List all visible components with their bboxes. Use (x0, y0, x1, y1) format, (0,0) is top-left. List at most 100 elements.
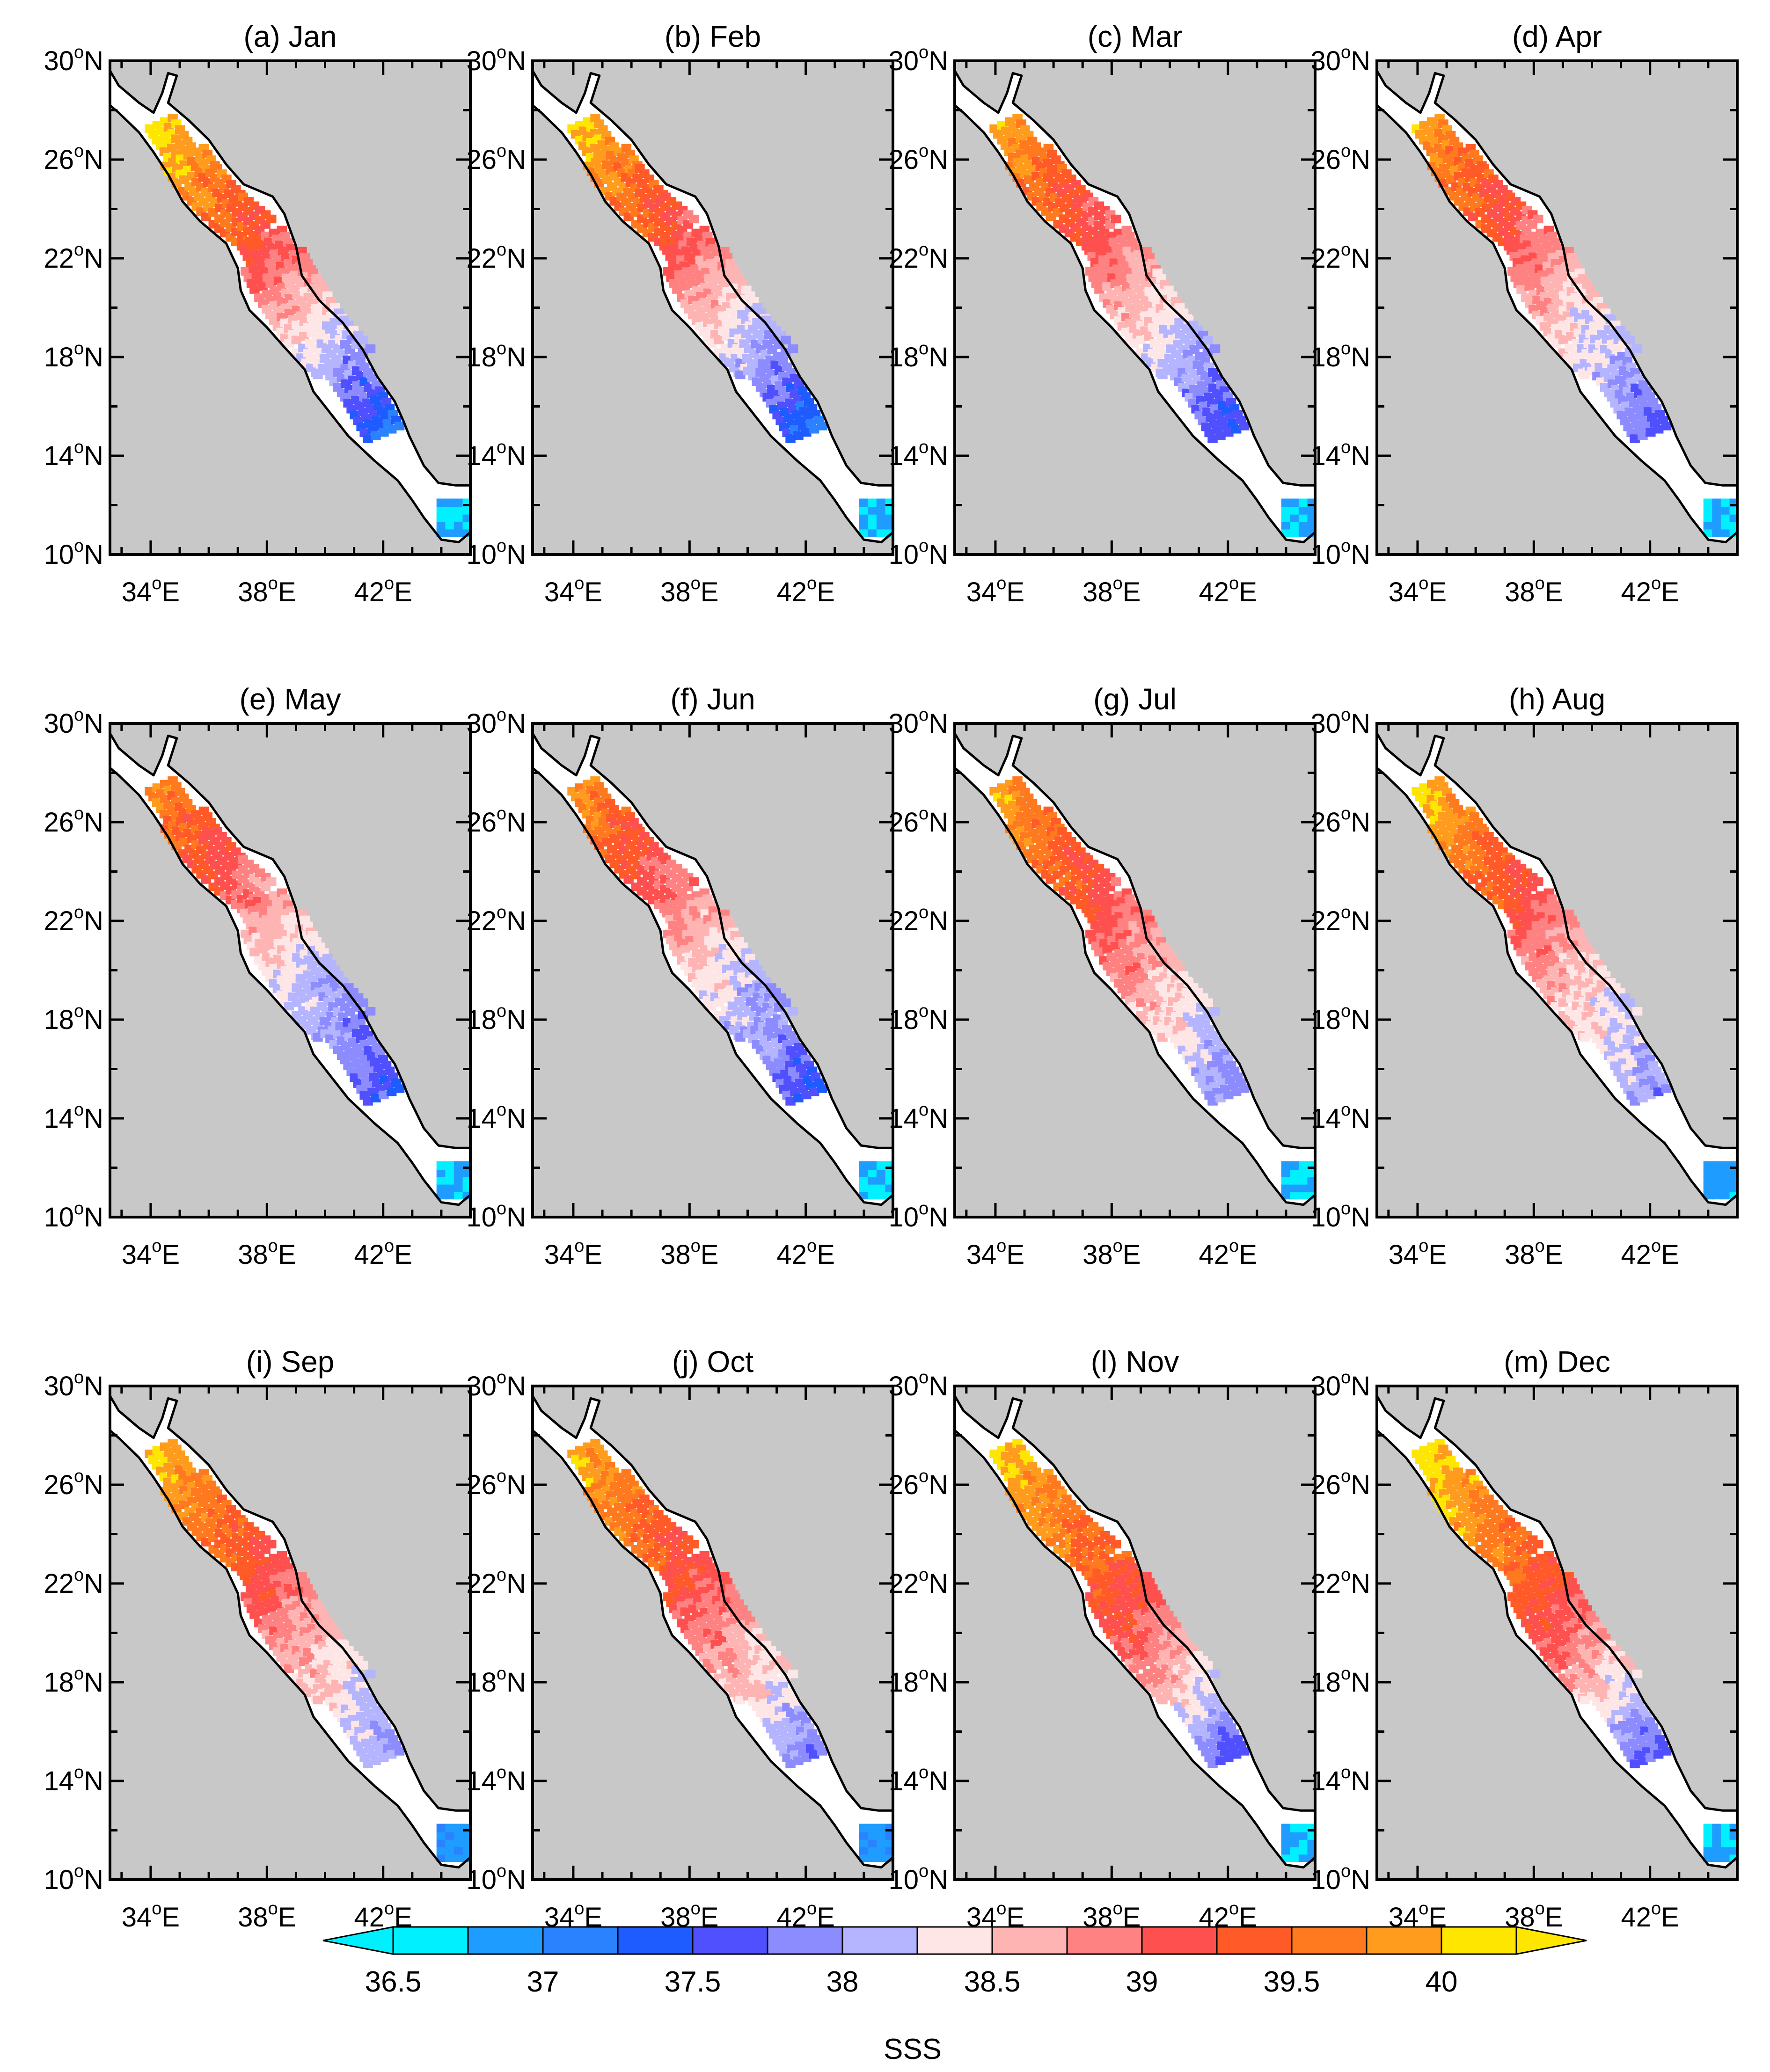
sss-cell (299, 332, 309, 341)
sss-cell (265, 942, 276, 951)
lat-label: 22oN (1310, 240, 1370, 274)
sss-cell (868, 1831, 878, 1840)
sss-cells (1412, 776, 1737, 1200)
sss-cell (371, 1094, 381, 1102)
lat-label: 22oN (888, 903, 948, 936)
coastline (955, 1394, 1315, 1869)
lon-label: 38oE (1082, 574, 1141, 607)
sss-cell (371, 431, 381, 440)
sss-cell (1307, 513, 1315, 522)
sss-cell (265, 1605, 276, 1613)
sss-cells (145, 1439, 470, 1862)
lat-label: 30oN (44, 705, 103, 739)
sss-cell (1094, 285, 1104, 294)
lat-label: 10oN (44, 1199, 103, 1233)
sss-cell (445, 1161, 455, 1170)
sss-cell (1720, 1176, 1731, 1185)
coastline (110, 1394, 470, 1869)
sss-cell (1210, 344, 1221, 353)
sss-cell (1203, 336, 1213, 344)
panel-title: (g) Jul (1093, 682, 1177, 716)
sss-cell (1703, 1176, 1714, 1185)
sss-cell (1239, 422, 1250, 430)
sss-cell (722, 1657, 732, 1666)
sss-cell (1212, 1036, 1222, 1045)
lat-label: 26oN (888, 141, 948, 175)
sss-cell (1307, 1168, 1315, 1177)
lat-label: 14oN (44, 1763, 103, 1796)
sss-cell (868, 506, 878, 515)
sss-cell (788, 1007, 798, 1016)
sss-cell (688, 279, 698, 288)
sss-cell (1634, 1036, 1644, 1045)
lat-label: 18oN (466, 1001, 526, 1035)
sss-cell (1290, 1831, 1300, 1840)
sss-cell (179, 175, 190, 184)
sss-cell (1720, 498, 1731, 507)
sss-cell (358, 336, 368, 344)
sss-cell (790, 373, 800, 383)
sss-cell (885, 1168, 893, 1177)
sss-cell (868, 498, 878, 507)
sss-cell (1298, 506, 1309, 515)
sss-cell (1703, 1183, 1714, 1192)
sss-cell (1281, 506, 1292, 515)
sss-cell (1653, 1087, 1664, 1096)
sss-cell (809, 425, 819, 434)
sss-cell (1703, 1161, 1714, 1170)
sss-cell (790, 1699, 800, 1708)
sss-cell (793, 1094, 804, 1102)
lon-label: 34oE (544, 574, 602, 607)
lat-label: 30oN (466, 43, 526, 76)
sss-cells (567, 1439, 893, 1862)
sss-cell (1281, 1853, 1292, 1862)
sss-cell (817, 1084, 827, 1093)
sss-cell (453, 1183, 464, 1192)
sss-cell (1720, 506, 1731, 515)
sss-cell (1712, 1176, 1722, 1185)
sss-cell (859, 1161, 870, 1170)
sss-cell (436, 506, 447, 515)
lat-label: 26oN (466, 1466, 526, 1500)
sss-cell (265, 279, 276, 288)
sss-cell (1638, 1094, 1648, 1102)
sss-cell (1207, 434, 1218, 443)
sss-cell (358, 1661, 368, 1670)
sss-cell (1290, 506, 1300, 515)
sss-cell (1712, 521, 1722, 530)
sss-cell (1298, 1183, 1309, 1192)
sss-cell (885, 513, 893, 522)
sss-cell (379, 428, 389, 437)
sss-cell (363, 1097, 373, 1106)
sss-cell (781, 1661, 791, 1670)
sss-cell (1128, 1002, 1139, 1011)
sss-cell (1203, 1661, 1213, 1670)
sss-cell (462, 513, 470, 522)
sss-cell (1231, 1750, 1242, 1759)
lat-label: 14oN (44, 438, 103, 471)
lat-label: 30oN (44, 1368, 103, 1401)
lon-label: 34oE (122, 1899, 180, 1933)
sss-cell (1712, 1168, 1722, 1177)
map-panels: (a) Jan 30oN 26oN 22oN 18oN 14oN 10oN 34oE 38oE 4… (44, 20, 1739, 1933)
sss-cell (788, 1670, 798, 1678)
sss-cell (672, 1610, 682, 1619)
sss-cell (363, 434, 373, 443)
sss-cell (868, 1846, 878, 1855)
panel-title: (a) Jan (243, 20, 336, 53)
sss-cell (1281, 1168, 1292, 1177)
sss-cell (1144, 332, 1154, 341)
lon-label: 38oE (238, 574, 296, 607)
sss-cell (1729, 513, 1737, 522)
sss-cell (1281, 498, 1292, 507)
coastline (533, 69, 893, 544)
sss-cell (436, 1831, 447, 1840)
sss-cell (445, 1183, 455, 1192)
sss-cell (680, 945, 690, 954)
sss-cell (876, 1839, 887, 1847)
sss-cell (1110, 279, 1120, 288)
sss-cell (179, 838, 190, 847)
